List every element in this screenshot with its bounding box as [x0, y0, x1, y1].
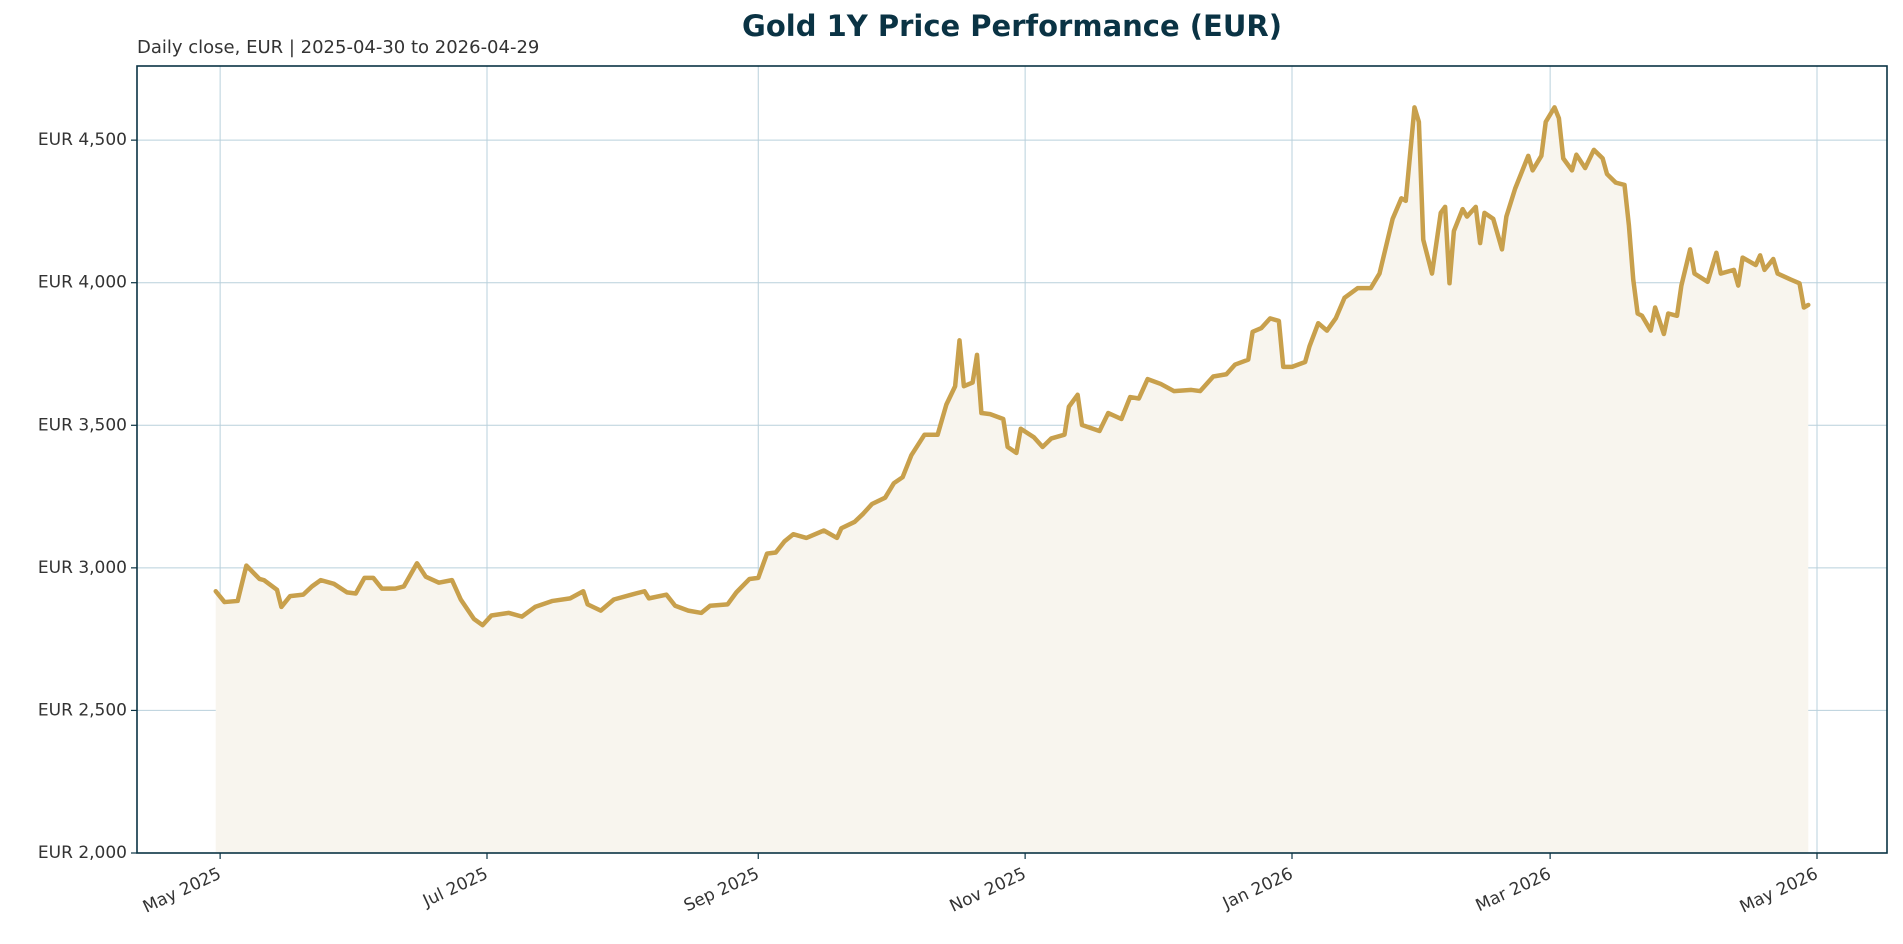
- price-line: [213, 105, 1811, 628]
- x-tick-label: Sep 2025: [681, 864, 763, 916]
- x-tick-label: Jan 2026: [1219, 864, 1296, 914]
- y-tick-label: EUR 3,500: [38, 415, 127, 435]
- x-tick-label: Mar 2026: [1473, 864, 1555, 916]
- y-tick-label: EUR 3,000: [38, 558, 127, 578]
- y-tick-label: EUR 4,500: [38, 130, 127, 150]
- x-tick-label: Nov 2025: [947, 864, 1030, 917]
- plot-frame: [136, 65, 1888, 854]
- y-tick-label: EUR 2,000: [38, 843, 127, 863]
- y-tick-label: EUR 2,500: [38, 700, 127, 720]
- x-tick-label: Jul 2025: [419, 864, 491, 912]
- chart-subtitle: Daily close, EUR | 2025-04-30 to 2026-04…: [137, 37, 539, 58]
- area-fill: [215, 107, 1809, 854]
- chart-title: Gold 1Y Price Performance (EUR): [742, 9, 1282, 43]
- x-tick-label: May 2025: [140, 864, 224, 918]
- y-tick-label: EUR 4,000: [38, 273, 127, 293]
- x-tick-label: May 2026: [1737, 864, 1821, 918]
